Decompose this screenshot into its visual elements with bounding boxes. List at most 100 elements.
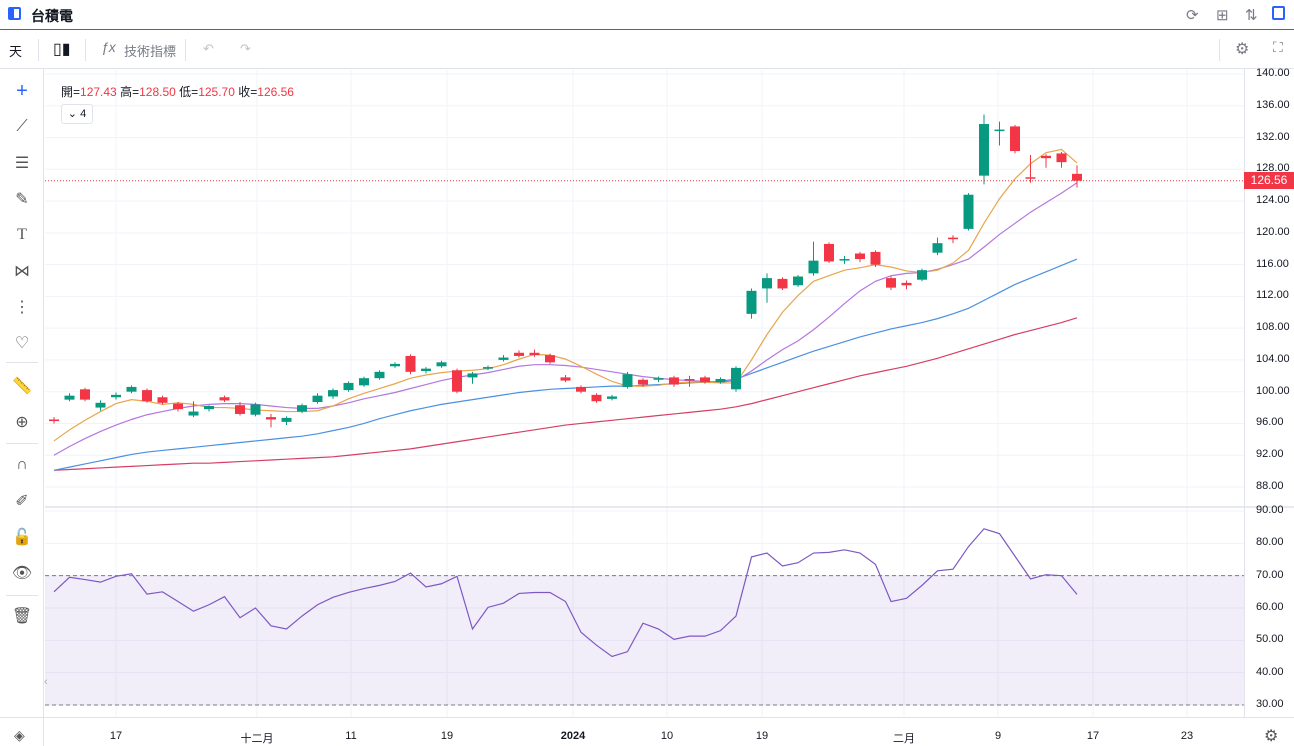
- time-axis-label: 9: [994, 730, 1002, 742]
- time-axis-label: 17: [1086, 730, 1100, 742]
- current-price-tag: 126.56: [1244, 172, 1294, 189]
- candle-body: [808, 260, 819, 274]
- candle-body: [1010, 126, 1020, 152]
- candle-body: [312, 395, 323, 403]
- trash-icon[interactable]: 🗑: [11, 608, 33, 625]
- chevron-down-icon: ⌄: [67, 108, 78, 120]
- time-axis[interactable]: [0, 717, 1294, 746]
- candle-body: [529, 352, 540, 356]
- candle-body: [483, 367, 493, 369]
- undo-icon[interactable]: ↶: [203, 41, 214, 56]
- side-panel-icon[interactable]: [1272, 6, 1285, 20]
- eye-icon[interactable]: 👁: [11, 565, 33, 582]
- open-value: 127.43: [80, 85, 117, 99]
- candle-body: [374, 371, 385, 379]
- trendline-icon[interactable]: ⟋: [16, 118, 28, 135]
- candle-body: [607, 396, 617, 399]
- rsi-axis-label: 50.00: [1256, 633, 1284, 646]
- candle-body: [700, 377, 710, 383]
- price-axis-label: 124.00: [1256, 194, 1290, 207]
- close-value: 126.56: [257, 85, 294, 99]
- candle-body: [963, 194, 974, 229]
- candle-body: [932, 243, 943, 253]
- candle-body: [1025, 177, 1036, 179]
- candle-body: [250, 404, 261, 415]
- chart-toolbar: 天 ▯▮ ƒx 技術指標 ↶ ↷ ⚙ ⛶: [0, 31, 1294, 69]
- candle-body: [855, 253, 865, 260]
- magnet-icon[interactable]: ∩: [16, 456, 28, 473]
- zoom-in-icon[interactable]: ⊕: [15, 414, 29, 431]
- candle-body: [498, 357, 509, 360]
- ma5-line: [53, 148, 1078, 442]
- rsi-axis-label: 40.00: [1256, 665, 1284, 678]
- indicator-collapse-button[interactable]: ⌄ 4: [61, 104, 93, 124]
- candle-body: [281, 417, 292, 422]
- price-axis-label: 140.00: [1256, 67, 1290, 79]
- candlestick-icon[interactable]: ▯▮: [53, 41, 71, 58]
- candle-body: [731, 367, 741, 390]
- pencil-lock-icon[interactable]: ✐: [15, 493, 29, 510]
- candle-body: [49, 419, 59, 422]
- candle-body: [1056, 153, 1067, 163]
- toolbar-divider: [1219, 39, 1220, 61]
- candle-body: [684, 378, 695, 381]
- brush-icon[interactable]: ✎: [15, 191, 29, 208]
- candle-body: [886, 278, 896, 288]
- indicators-button[interactable]: 技術指標: [124, 44, 177, 59]
- collapse-toolbar-icon[interactable]: ‹: [44, 676, 48, 688]
- sort-arrows-icon[interactable]: ⇅: [1245, 7, 1258, 24]
- candle-body: [762, 278, 772, 289]
- price-axis-label: 104.00: [1256, 352, 1290, 365]
- gear-icon[interactable]: ⚙: [1264, 728, 1279, 745]
- crosshair-icon[interactable]: +: [16, 79, 28, 102]
- candle-body: [188, 411, 199, 416]
- candle-body: [80, 389, 90, 400]
- redo-icon[interactable]: ↷: [240, 41, 251, 56]
- time-axis-label: 23: [1180, 730, 1194, 742]
- window-title: 台積電: [31, 8, 73, 24]
- candle-body: [297, 405, 307, 412]
- candle-body: [452, 370, 462, 392]
- candle-body: [343, 382, 354, 391]
- candle-body: [328, 390, 338, 397]
- pattern-icon[interactable]: ⋈: [14, 263, 30, 280]
- lock-icon[interactable]: 🔓: [12, 529, 32, 546]
- toolbar-divider: [6, 362, 38, 363]
- heart-icon[interactable]: ♡: [14, 335, 30, 352]
- fullscreen-icon[interactable]: ⛶: [1273, 39, 1283, 55]
- price-axis-label: 92.00: [1256, 448, 1284, 461]
- candle-body: [622, 374, 633, 387]
- grid-layout-icon[interactable]: ⊞: [1216, 7, 1229, 24]
- function-icon[interactable]: ƒx: [101, 39, 116, 55]
- candle-body: [994, 129, 1005, 132]
- text-icon[interactable]: T: [17, 226, 27, 243]
- horizontal-lines-icon[interactable]: ☰: [14, 155, 30, 172]
- price-axis[interactable]: [1244, 69, 1294, 717]
- candle-body: [591, 394, 602, 402]
- time-axis-label: 19: [755, 730, 769, 742]
- price-axis-label: 108.00: [1256, 321, 1290, 334]
- candle-body: [901, 282, 912, 286]
- low-label: 低: [179, 85, 192, 99]
- forecast-icon[interactable]: ⋮: [14, 299, 30, 316]
- toolbar-divider: [6, 595, 38, 596]
- gear-icon[interactable]: ⚙: [1235, 41, 1250, 58]
- layers-icon[interactable]: ◈: [14, 727, 25, 743]
- candle-body: [204, 405, 214, 410]
- ruler-icon[interactable]: 📏: [12, 378, 32, 395]
- price-axis-label: 116.00: [1256, 257, 1289, 270]
- candle-body: [64, 395, 75, 400]
- candle-body: [95, 402, 106, 408]
- interval-button[interactable]: 天: [9, 44, 23, 59]
- candle-body: [467, 373, 478, 378]
- candle-body: [824, 243, 834, 262]
- ma10-line: [53, 182, 1078, 456]
- rsi-axis-label: 30.00: [1256, 698, 1284, 710]
- toolbar-divider: [185, 39, 186, 61]
- candle-body: [948, 237, 958, 240]
- candle-body: [219, 397, 230, 401]
- refresh-icon[interactable]: ⟳: [1186, 7, 1199, 24]
- candle-body: [669, 377, 679, 385]
- price-axis-label: 96.00: [1256, 416, 1284, 429]
